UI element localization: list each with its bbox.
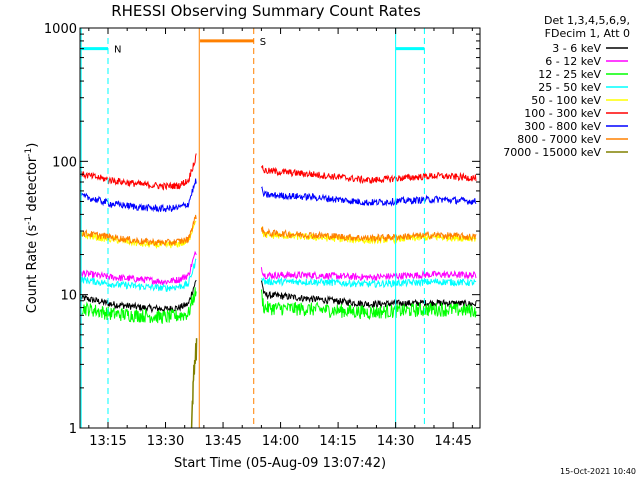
series-pre-6 [80,178,197,213]
series-post-1 [260,267,477,282]
footer-timestamp: 15-Oct-2021 10:40 [560,467,636,476]
axis-ticks: 13:15 13:30 13:45 14:00 14:15 14:30 14:45 1 10 10… [44,22,480,449]
legend-label-8: 7000 - 15000 keV [503,146,601,159]
series-pre-2 [81,287,197,324]
legend-label-7: 800 - 7000 keV [517,133,601,146]
series-pre-0 [80,279,197,314]
x-axis-label: Start Time (05-Aug-09 13:07:42) [174,456,386,471]
x-tick-label-3: 14:00 [262,434,299,449]
x-tick-label-6: 14:45 [434,434,471,449]
series-post-6 [261,186,477,207]
series-pre-5 [80,153,197,191]
x-tick-label-0: 13:15 [89,434,126,449]
y-tick-label-1: 10 [60,289,77,304]
attenuator-markers: NS [80,28,425,428]
legend-label-0: 3 - 6 keV [552,42,601,55]
series-pre-3 [80,258,197,292]
y-tick-label-3: 1000 [44,22,77,37]
series-post-3 [261,276,477,289]
legend: Det 1,3,4,5,6,9, FDecim 1, Att 0 3 - 6 k… [503,14,630,159]
legend-header-2: FDecim 1, Att 0 [545,27,630,40]
y-axis-label: Count Rate (s-1 detector-1) [24,143,40,314]
legend-header-1: Det 1,3,4,5,6,9, [544,14,630,27]
x-tick-label-4: 14:15 [319,434,356,449]
series-pre-1 [80,250,197,286]
plot-frame [79,27,481,429]
attenuator-label-0: N [114,45,121,56]
x-tick-label-1: 13:30 [147,434,184,449]
series-layer [80,153,477,429]
x-tick-label-2: 13:45 [204,434,241,449]
legend-label-3: 25 - 50 keV [538,81,601,94]
legend-label-4: 50 - 100 keV [531,94,601,107]
chart-title: RHESSI Observing Summary Count Rates [111,2,421,20]
legend-label-2: 12 - 25 keV [538,68,601,81]
series-post-2 [260,289,477,321]
x-tick-label-5: 14:30 [377,434,414,449]
series-pre-7 [80,214,197,247]
legend-label-1: 6 - 12 keV [545,55,601,68]
y-tick-label-2: 100 [52,155,77,170]
legend-label-5: 100 - 300 keV [524,107,601,120]
series-spike [190,338,198,429]
series-post-7 [260,226,477,244]
series-post-5 [260,165,477,185]
legend-label-6: 300 - 800 keV [524,120,601,133]
series-post-0 [260,280,477,309]
y-tick-label-0: 1 [69,422,77,437]
attenuator-label-1: S [260,37,266,48]
series-pre-4 [80,220,197,249]
